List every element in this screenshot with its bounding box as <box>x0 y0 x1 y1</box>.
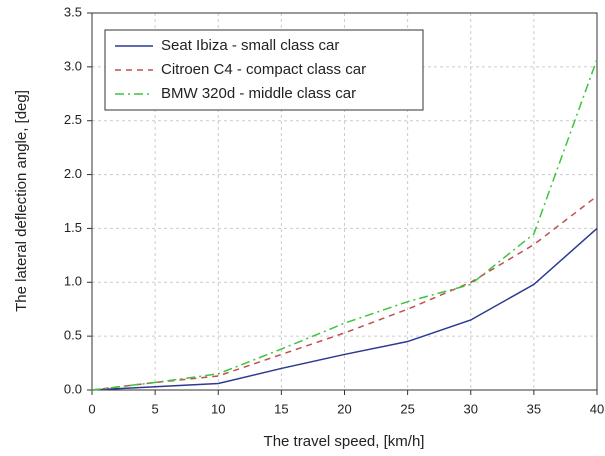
x-tick-label: 20 <box>337 401 351 416</box>
plot-frame <box>91 12 598 391</box>
x-tick-label: 40 <box>590 401 604 416</box>
y-tick-label: 2.0 <box>64 166 82 181</box>
x-tick-label: 10 <box>211 401 225 416</box>
legend-box <box>104 29 424 111</box>
x-tick-label: 15 <box>274 401 288 416</box>
y-tick-label: 0.0 <box>64 381 82 396</box>
series-line <box>91 195 598 391</box>
x-tick-label: 0 <box>88 401 95 416</box>
x-tick-label: 30 <box>464 401 478 416</box>
legend-label: BMW 320d - middle class car <box>161 85 356 102</box>
y-tick-label: 3.5 <box>64 4 82 19</box>
x-axis-title: The travel speed, [km/h] <box>264 433 425 450</box>
x-tick-label: 5 <box>152 401 159 416</box>
series-line <box>91 59 598 391</box>
y-tick-label: 3.0 <box>64 58 82 73</box>
y-tick-label: 1.5 <box>64 220 82 235</box>
y-tick-label: 1.0 <box>64 274 82 289</box>
series-line <box>91 227 598 391</box>
x-tick-label: 25 <box>400 401 414 416</box>
legend-label: Seat Ibiza - small class car <box>161 37 339 54</box>
y-axis-title: The lateral deflection angle, [deg] <box>13 90 30 312</box>
legend-label: Citroen C4 - compact class car <box>161 61 366 78</box>
y-tick-label: 2.5 <box>64 112 82 127</box>
y-tick-label: 0.5 <box>64 328 82 343</box>
x-tick-label: 35 <box>527 401 541 416</box>
